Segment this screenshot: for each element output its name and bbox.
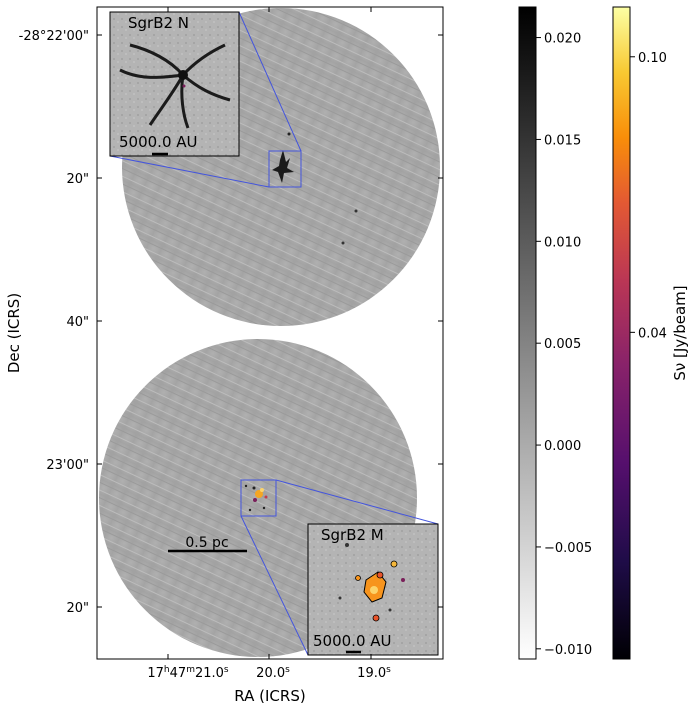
colorbar-gray-tick-label: −0.010	[544, 643, 592, 658]
scale-bar-label: 0.5 pc	[185, 535, 228, 551]
colorbar-gray-tick-label: 0.015	[544, 133, 581, 148]
physical-scale-bar: 0.5 pc	[168, 535, 247, 553]
x-axis: 17h47m21.0s 20.0s 19.0s	[147, 7, 391, 681]
y-tick-label: 20"	[66, 601, 89, 616]
x-tick-label: 20.0s	[256, 665, 290, 681]
inset-n-title: SgrB2 N	[128, 14, 189, 32]
inset-sgrb2-m: SgrB2 M 5000.0 AU	[307, 523, 439, 656]
x-tick-label: 19.0s	[357, 665, 391, 681]
inset-connectors	[109, 11, 439, 656]
colorbar-inferno-tick-label: 0.04	[638, 326, 667, 341]
sgrb2-n-zoom-box	[268, 150, 302, 188]
y-tick-label: 20"	[66, 172, 89, 187]
x-tick-label: 17h47m21.0s	[147, 665, 229, 681]
colorbar-gray-tick-label: 0.010	[544, 235, 581, 250]
inset-n-scale-label: 5000.0 AU	[119, 133, 198, 151]
y-tick-label: -28°22'00"	[19, 29, 89, 44]
sgrb2-m-emission	[244, 484, 268, 512]
colorbar-inferno-tick-label: 0.10	[638, 51, 667, 66]
sgrb2-m-hotspots	[338, 543, 405, 622]
x-axis-title: RA (ICRS)	[234, 687, 305, 705]
colorbar-gray-tick-label: 0.000	[544, 439, 581, 454]
colorbar-gray-tick-label: −0.005	[544, 541, 592, 556]
colorbar-gray-tick-label: 0.005	[544, 337, 581, 352]
inset-m-scale-label: 5000.0 AU	[313, 632, 392, 650]
colorbar-inferno: 0.10 0.04 Sν [Jy/beam]	[612, 6, 689, 660]
colorbar-label: Sν [Jy/beam]	[671, 285, 689, 380]
inset-sgrb2-n: SgrB2 N 5000.0 AU	[109, 11, 240, 157]
colorbar-gray: 0.020 0.015 0.010 0.005 0.000 −0.005 −0.010	[518, 6, 592, 660]
sgrb2-m-zoom-box	[240, 479, 277, 517]
colorbar-gray-tick-label: 0.020	[544, 32, 581, 47]
sgrb2-n-filaments	[119, 43, 231, 129]
y-tick-label: 23'00"	[46, 458, 89, 473]
inset-m-title: SgrB2 M	[321, 526, 384, 544]
sgrb2-n-emission	[272, 132, 358, 245]
y-axis: -28°22'00" 20" 40" 23'00" 20"	[19, 29, 443, 616]
y-axis-title: Dec (ICRS)	[5, 293, 23, 373]
y-tick-label: 40"	[66, 315, 89, 330]
